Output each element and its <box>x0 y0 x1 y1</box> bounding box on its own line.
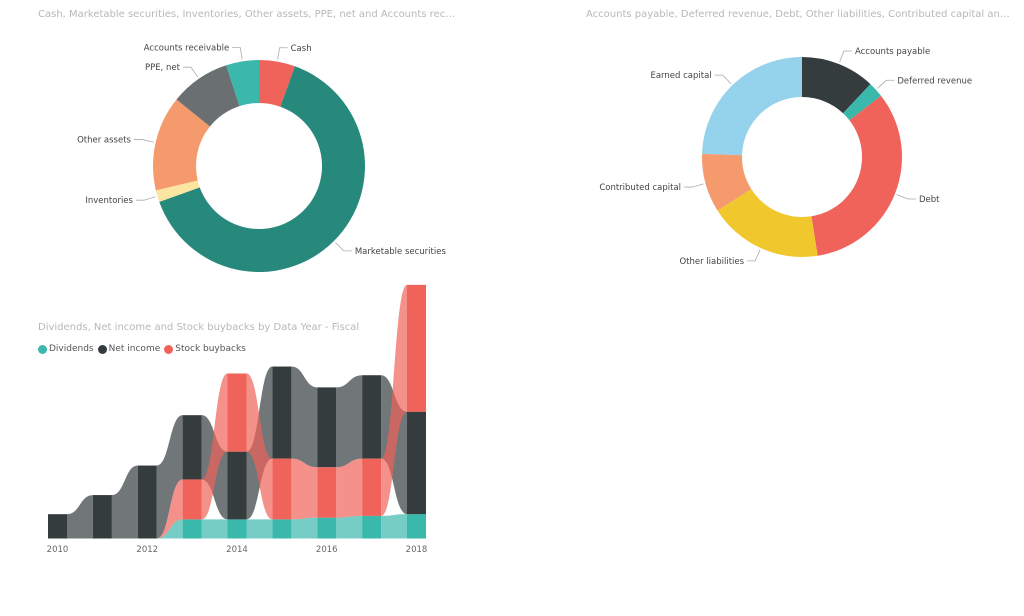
bar-dividends[interactable] <box>317 517 337 539</box>
leader-line <box>747 249 761 262</box>
slice-accounts-receivable[interactable] <box>226 60 259 107</box>
leader-line <box>714 74 732 85</box>
leader-line <box>877 79 895 89</box>
bar-net-income[interactable] <box>272 366 292 459</box>
slice-earned-capital[interactable] <box>702 57 802 156</box>
leader-line <box>335 242 352 252</box>
leader-line <box>182 66 199 78</box>
slice-other-assets[interactable] <box>153 99 210 191</box>
legend-label: Dividends <box>49 344 94 354</box>
legend-dot-icon <box>164 344 174 354</box>
x-tick-label: 2012 <box>136 545 158 555</box>
ribbon-net-income[interactable] <box>111 465 138 539</box>
leader-line <box>133 139 154 143</box>
leader-line <box>277 47 288 60</box>
slice-label: Cash <box>291 44 312 54</box>
slice-deferred-revenue[interactable] <box>843 84 882 121</box>
legend-item-dividends[interactable]: Dividends <box>38 344 94 354</box>
slice-label: Contributed capital <box>599 183 681 193</box>
ribbon-net-income[interactable] <box>291 366 318 468</box>
bar-dividends[interactable] <box>362 515 382 539</box>
leader-line <box>232 47 243 60</box>
slice-label: Other assets <box>77 135 131 145</box>
ribbon-stock-buybacks[interactable] <box>246 373 273 520</box>
legend-label: Stock buybacks <box>175 344 246 354</box>
bar-net-income[interactable] <box>317 387 337 468</box>
ribbon-dividends[interactable] <box>381 514 407 539</box>
slice-other-liabilities[interactable] <box>717 189 818 257</box>
slice-contributed-capital[interactable] <box>702 153 752 211</box>
ribbon-dividends[interactable] <box>246 519 273 539</box>
x-tick-label: 2014 <box>226 545 248 555</box>
bar-dividends[interactable] <box>227 519 247 539</box>
leader-line <box>839 50 852 63</box>
ribbon-chart-income: 2010 2012 2014 2016 2018 <box>47 284 428 555</box>
ribbon-dividends[interactable] <box>336 515 363 539</box>
legend-label: Net income <box>108 344 161 354</box>
bar-net-income[interactable] <box>137 465 157 539</box>
bar-stock-buybacks[interactable] <box>407 284 426 412</box>
income-legend: Dividends Net income Stock buybacks <box>38 344 250 354</box>
bar-stock-buybacks[interactable] <box>317 467 337 518</box>
x-tick-label: 2010 <box>47 545 69 555</box>
slice-accounts-payable[interactable] <box>802 57 871 114</box>
slice-label: Marketable securities <box>355 247 447 257</box>
donut-chart-liabilities: Accounts payable Deferred revenue Debt Othe… <box>599 47 972 267</box>
x-tick-label: 2018 <box>406 545 428 555</box>
ribbon-stock-buybacks[interactable] <box>201 373 228 520</box>
ribbon-net-income[interactable] <box>336 375 363 468</box>
bar-dividends[interactable] <box>272 519 292 539</box>
bar-stock-buybacks[interactable] <box>362 458 382 516</box>
bar-net-income[interactable] <box>92 495 112 539</box>
slice-marketable-securities[interactable] <box>159 66 366 272</box>
slice-label: PPE, net <box>145 63 181 73</box>
ribbon-stock-buybacks[interactable] <box>381 284 407 516</box>
legend-dot-icon <box>97 344 107 354</box>
slice-label: Deferred revenue <box>897 76 972 86</box>
bar-net-income[interactable] <box>362 375 382 459</box>
ribbon-stock-buybacks[interactable] <box>156 479 183 539</box>
leader-line <box>135 196 156 201</box>
slice-ppe-net[interactable] <box>176 65 240 127</box>
slice-label: Accounts payable <box>855 47 930 57</box>
bar-dividends[interactable] <box>407 514 426 539</box>
bar-net-income[interactable] <box>227 451 247 520</box>
bar-stock-buybacks[interactable] <box>227 373 247 452</box>
slice-debt[interactable] <box>811 95 902 256</box>
bar-stock-buybacks[interactable] <box>272 458 292 520</box>
slice-label: Accounts receivable <box>144 43 229 53</box>
legend-item-stock-buybacks[interactable]: Stock buybacks <box>164 344 246 354</box>
slice-cash[interactable] <box>259 60 295 107</box>
slice-label: Debt <box>919 195 940 205</box>
legend-dot-icon <box>38 344 47 354</box>
x-tick-label: 2016 <box>316 545 338 555</box>
ribbon-net-income[interactable] <box>67 495 93 539</box>
ribbon-net-income[interactable] <box>156 415 183 539</box>
leader-line <box>896 194 916 200</box>
slice-label: Other liabilities <box>679 257 744 267</box>
ribbon-dividends[interactable] <box>201 519 228 539</box>
bar-net-income[interactable] <box>48 514 67 539</box>
bar-net-income[interactable] <box>407 411 426 515</box>
ribbon-stock-buybacks[interactable] <box>291 458 318 520</box>
bar-net-income[interactable] <box>182 415 202 480</box>
ribbon-stock-buybacks[interactable] <box>336 458 363 518</box>
donut-chart-assets: Cash Marketable securities Inventories Othe… <box>77 43 446 272</box>
ribbon-dividends[interactable] <box>291 517 318 539</box>
slice-label: Inventories <box>85 196 133 206</box>
leader-line <box>684 183 704 188</box>
legend-item-net-income[interactable]: Net income <box>97 344 161 354</box>
bar-stock-buybacks[interactable] <box>182 479 202 520</box>
bar-dividends[interactable] <box>182 519 202 539</box>
slice-label: Earned capital <box>650 71 711 81</box>
slice-inventories[interactable] <box>155 180 200 202</box>
